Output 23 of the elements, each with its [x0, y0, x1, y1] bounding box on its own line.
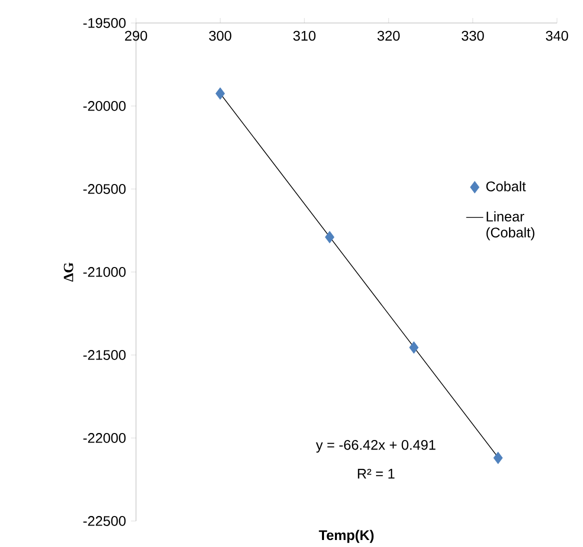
- point: [493, 452, 503, 464]
- y-tick-label: -22000: [83, 433, 126, 443]
- x-tick-label: 330: [462, 30, 484, 41]
- legend-label: Cobalt: [486, 181, 526, 192]
- y-tick-label: -21500: [83, 350, 126, 360]
- y-tick-label: -22500: [83, 516, 126, 526]
- point: [216, 87, 225, 100]
- y-axis-title: ΔG: [64, 262, 74, 282]
- x-axis-title: Temp(K): [318, 530, 374, 543]
- point: [324, 230, 334, 244]
- y-tick-label: -20000: [83, 101, 126, 111]
- y-tick-label: -20500: [83, 184, 126, 194]
- x-tick-label: 300: [209, 30, 232, 41]
- x-tick-label: 310: [293, 30, 316, 41]
- annotation: R² = 1: [358, 468, 394, 479]
- point: [409, 341, 419, 354]
- y-tick-label: -21000: [83, 267, 126, 277]
- x-tick-label: 290: [125, 30, 148, 41]
- x-tick-label: 340: [546, 30, 568, 41]
- legend-label: Linear (Cobalt): [486, 211, 534, 240]
- annotation: y = -66.42x + 0.491: [316, 440, 436, 453]
- y-tick-label: -19500: [83, 18, 126, 28]
- x-tick-label: 320: [377, 30, 400, 41]
